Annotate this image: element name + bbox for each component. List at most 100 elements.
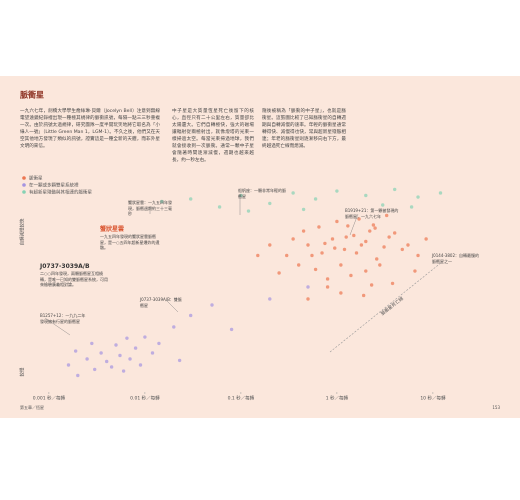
point <box>138 363 143 367</box>
point <box>189 197 193 201</box>
point <box>99 351 103 355</box>
point <box>361 293 366 298</box>
body-text: 中子星是大質量恆星死亡後留下的核心，直徑只有二十公里左右，質量卻比太陽還大。它們… <box>172 109 254 163</box>
leader-line <box>165 299 179 313</box>
page-title: 脈衝星 <box>20 90 44 100</box>
point <box>364 269 368 273</box>
legend-label: 脈衝星 <box>29 175 43 182</box>
annotation-text: J0144-3802：自轉最慢的脈衝星之一 <box>432 253 479 264</box>
point <box>313 267 318 272</box>
point <box>349 273 353 278</box>
point <box>373 226 377 230</box>
point <box>368 229 372 233</box>
point <box>291 237 295 241</box>
point <box>177 358 182 363</box>
point <box>390 281 395 286</box>
point <box>104 359 109 364</box>
annotation: J0737-3039A/B 二○○四年發現，兩顆脈衝星互相繞轉，是唯一已知的雙脈衝… <box>40 263 110 288</box>
point <box>93 367 97 372</box>
point <box>306 285 310 289</box>
annotation: B1919+21：第一顆被發現的脈衝星，一九六七年 <box>345 208 400 219</box>
point <box>189 313 193 318</box>
point <box>66 363 71 367</box>
x-tick-label: 0.001 秒／每轉 <box>33 395 66 402</box>
point <box>357 217 361 221</box>
point <box>409 205 414 209</box>
point <box>310 253 314 258</box>
point <box>268 297 272 301</box>
point <box>335 219 339 224</box>
point <box>256 253 260 258</box>
legend-label: 有超新星殘骸與其相連的脈衝星 <box>29 189 92 196</box>
point <box>76 373 80 378</box>
point <box>128 357 132 361</box>
annotation-text: B1919+21：第一顆被發現的脈衝星，一九六七年 <box>345 208 399 219</box>
y-label-bottom: 較慢 <box>19 367 26 376</box>
legend-swatch <box>22 190 26 194</box>
footer-section: 第五章／恆星 <box>20 404 44 410</box>
point <box>354 251 359 255</box>
point <box>413 269 417 273</box>
point <box>364 193 368 198</box>
point <box>325 285 330 289</box>
point <box>143 335 147 339</box>
annotation-title: 蟹狀星雲 <box>100 226 125 233</box>
point <box>392 187 397 192</box>
annotation: J0144-3802：自轉最慢的脈衝星之一 <box>432 253 480 264</box>
point <box>306 297 310 301</box>
point <box>114 343 118 347</box>
point <box>369 283 374 287</box>
point <box>339 291 343 295</box>
body-text: 一九六七年，劍橋大學學生喬絲琳·貝爾（Jocelyn Bell）注意到無線電望遠… <box>20 109 160 149</box>
annotation-text: B1257+12：一九九二年發現擁有行星的脈衝星 <box>40 313 86 324</box>
point <box>387 235 391 239</box>
point <box>301 207 306 212</box>
annotation-text: 二○○四年發現，兩顆脈衝星互相繞轉，是唯一已知的雙脈衝星系統，可用來檢驗廣義相對… <box>40 271 108 287</box>
leader-line <box>349 213 359 236</box>
point <box>85 357 89 361</box>
point <box>160 199 164 204</box>
point <box>382 245 386 249</box>
point <box>364 239 368 244</box>
point <box>392 231 397 235</box>
legend-swatch <box>22 183 26 187</box>
x-tick-label: 10 秒／每轉 <box>420 395 446 402</box>
point <box>325 277 330 281</box>
annotation: J0737-3039A/B：雙脈衝星 <box>140 297 185 308</box>
annotation-text: 一九五四年發現的蟹狀星雲脈衝星，是一○五四年超新星爆炸的遺骸。 <box>100 234 160 250</box>
point <box>323 241 327 246</box>
x-tick-label: 1 秒／每轉 <box>326 395 349 402</box>
point <box>406 243 410 247</box>
annotation-title: J0737-3039A/B <box>40 263 90 270</box>
page-background <box>0 76 520 418</box>
point <box>90 341 94 346</box>
annotation: 蟹狀星雲：一九五四年發現，脈衝週期約三十三毫秒 <box>128 200 173 217</box>
point <box>378 263 382 267</box>
point <box>157 341 161 346</box>
point <box>335 189 339 193</box>
annotation: B1257+12：一九九二年發現擁有行星的脈衝星 <box>40 313 88 324</box>
point <box>73 349 78 353</box>
point <box>150 351 155 355</box>
point <box>416 195 420 199</box>
annotation-text: 蟹狀星雲：一九五四年發現，脈衝週期約三十三毫秒 <box>128 200 172 216</box>
point <box>118 353 122 358</box>
y-label-top: 自轉減慢較快 <box>19 218 26 245</box>
point <box>306 243 310 247</box>
point <box>330 237 335 241</box>
point <box>291 191 295 195</box>
point <box>317 225 321 229</box>
point <box>109 365 114 369</box>
point <box>375 257 379 261</box>
annotation: 船帆座：一顆非常年輕的脈衝星 <box>238 188 288 199</box>
point <box>320 251 324 255</box>
point <box>296 263 301 267</box>
point <box>352 233 356 238</box>
x-tick-label: 0.01 秒／每轉 <box>130 395 160 402</box>
point <box>344 235 348 239</box>
point <box>246 209 251 213</box>
point <box>301 229 306 233</box>
point <box>125 336 129 340</box>
